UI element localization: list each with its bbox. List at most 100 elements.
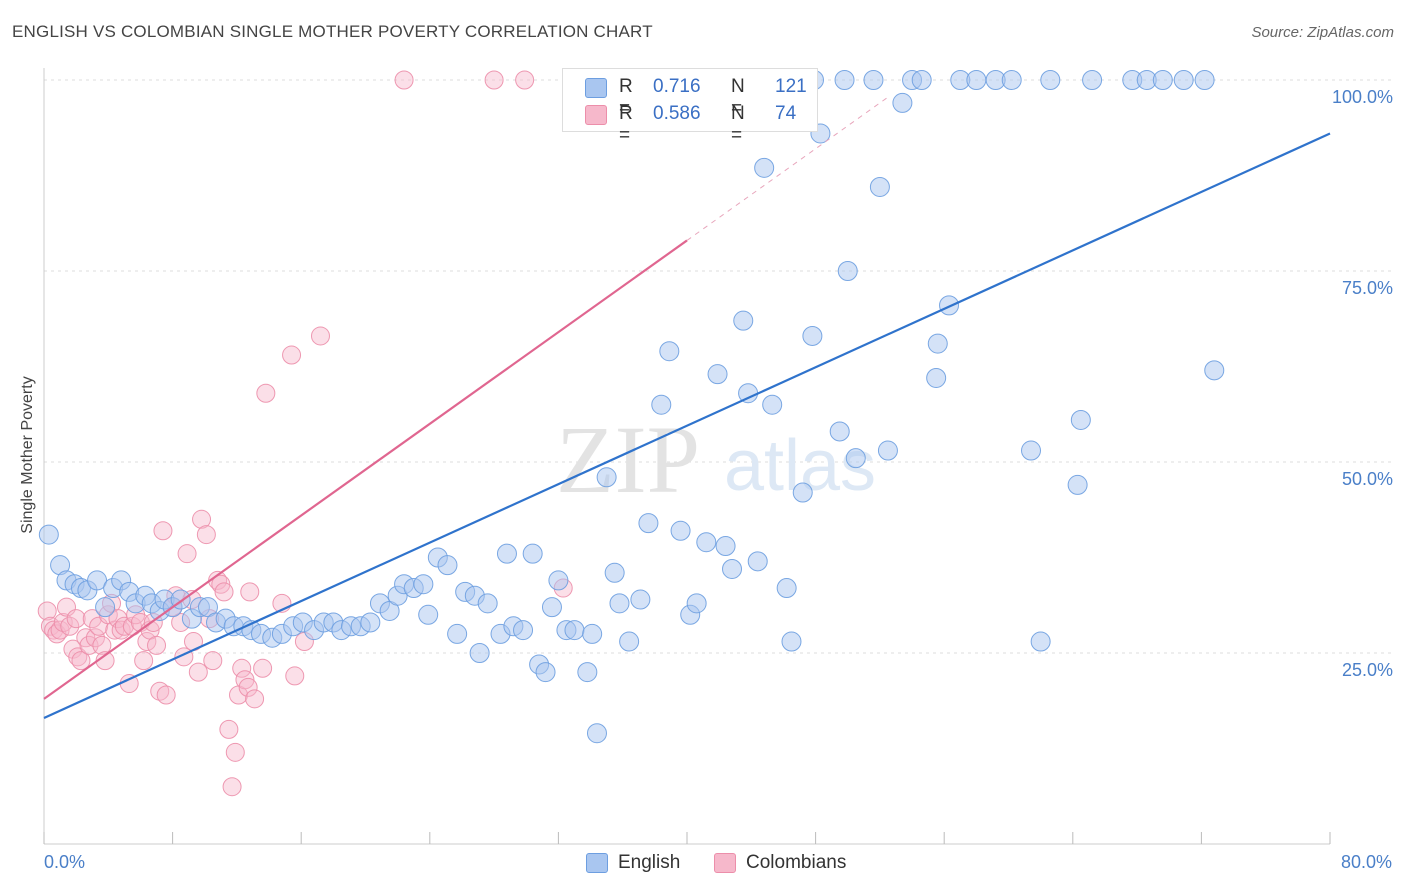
colombian-point	[192, 509, 212, 529]
english-point	[1173, 70, 1194, 90]
english-trend-line	[43, 132, 1331, 719]
colombian-point	[245, 689, 265, 709]
english-point	[966, 70, 987, 90]
english-point	[477, 593, 498, 614]
english-point	[95, 597, 116, 618]
english-point	[1067, 474, 1088, 495]
english-point	[877, 440, 898, 461]
colombian-point	[282, 345, 302, 365]
x-tick-max: 80.0%	[1340, 852, 1392, 872]
source-label: Source: ZipAtlas.com	[1251, 24, 1394, 41]
english-n-value: 121	[775, 76, 807, 97]
english-point	[360, 612, 381, 633]
watermark: ZIP atlas	[556, 406, 876, 513]
colombian-point	[111, 620, 131, 640]
colombian-point	[134, 651, 154, 671]
english-point	[1021, 440, 1042, 461]
english-point	[1194, 70, 1215, 90]
english-n-label: N =	[731, 76, 745, 119]
colombian-point	[394, 70, 414, 90]
english-point	[1152, 70, 1173, 90]
svg-text:ZIP: ZIP	[556, 406, 700, 513]
english-point	[939, 295, 960, 316]
colombian-point	[196, 525, 216, 545]
chart-title: ENGLISH VS COLOMBIAN SINGLE MOTHER POVER…	[12, 22, 653, 41]
english-swatch	[585, 78, 607, 98]
colombian-point	[153, 521, 173, 541]
english-point	[829, 421, 850, 442]
english-point	[630, 589, 651, 610]
trend-lines	[43, 96, 1331, 719]
english-point	[926, 367, 947, 388]
colombian-point	[256, 383, 276, 403]
english-point	[564, 620, 585, 641]
english-point	[522, 543, 543, 564]
english-point	[834, 70, 855, 90]
axes	[43, 68, 1331, 845]
colombian-point	[76, 628, 96, 648]
y-tick-labels: 25.0% 50.0% 75.0% 100.0%	[1332, 87, 1393, 680]
english-point	[638, 513, 659, 534]
english-point	[781, 631, 802, 652]
english-point	[577, 662, 598, 683]
colombian-trend-line	[43, 239, 688, 700]
colombian-r-value: 0.586	[653, 103, 701, 124]
colombian-n-label: N =	[731, 103, 745, 146]
english-point	[837, 261, 858, 281]
colombian-point	[211, 574, 231, 594]
english-point	[582, 623, 603, 644]
english-point	[722, 558, 743, 579]
colombian-point	[238, 677, 258, 697]
colombian-point	[68, 647, 88, 667]
stats-legend: R = 0.716 N = 121 R = 0.586 N = 74	[562, 68, 818, 146]
english-point	[437, 555, 458, 576]
colombian-point	[85, 628, 105, 648]
english-point	[670, 520, 691, 541]
english-point	[792, 482, 813, 503]
english-point	[596, 467, 617, 488]
english-point	[863, 70, 884, 90]
colombian-point	[44, 620, 64, 640]
colombian-point	[92, 635, 112, 655]
colombian-point	[156, 685, 176, 705]
english-point	[1040, 70, 1061, 90]
english-point	[892, 92, 913, 113]
english-point	[496, 543, 517, 564]
colombian-point	[484, 70, 504, 90]
colombian-point	[137, 632, 157, 652]
english-point	[754, 157, 775, 178]
colombian-point	[71, 651, 91, 671]
english-point	[609, 593, 630, 614]
colombian-point	[114, 616, 134, 636]
colombian-point	[232, 658, 252, 678]
english-point	[927, 333, 948, 354]
english-point	[541, 597, 562, 618]
english-point	[418, 604, 439, 625]
english-point	[548, 570, 569, 591]
english-point	[686, 593, 707, 614]
english-point	[604, 562, 625, 583]
english-point	[513, 620, 534, 641]
english-point	[733, 310, 754, 331]
english-point	[762, 394, 783, 415]
english-point	[911, 70, 932, 90]
english-point	[1001, 70, 1022, 90]
english-point	[413, 574, 434, 595]
english-r-value: 0.716	[653, 76, 701, 97]
colombian-point	[310, 326, 330, 346]
english-point	[619, 631, 640, 652]
colombian-points	[37, 70, 597, 797]
colombian-point	[60, 616, 80, 636]
colombian-point	[214, 582, 234, 602]
colombian-swatch	[585, 105, 607, 125]
english-point	[586, 723, 607, 744]
y-tick-label-100: 100.0%	[1332, 87, 1393, 107]
colombian-point	[203, 651, 223, 671]
english-point	[469, 643, 490, 663]
english-point	[87, 570, 108, 591]
colombian-point	[50, 620, 70, 640]
english-legend-label: English	[618, 852, 681, 873]
colombian-trend-extension	[686, 96, 889, 241]
english-point	[869, 176, 890, 197]
